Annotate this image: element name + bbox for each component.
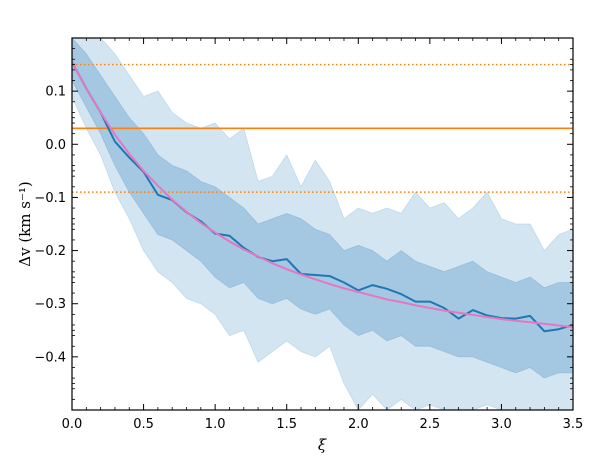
- x-tick-label: 1.5: [276, 417, 297, 432]
- x-tick-label: 2.0: [348, 417, 369, 432]
- x-tick-labels: 0.0 0.5 1.0 1.5 2.0 2.5 3.0 3.5: [62, 417, 584, 432]
- series-line-model: [72, 61, 573, 329]
- y-tick-label: 0.0: [45, 138, 66, 153]
- y-tick-labels: 0.1 0.0 −0.1 −0.2 −0.3 −0.4: [34, 85, 66, 366]
- x-tick-label: 2.5: [420, 417, 441, 432]
- x-tick-label: 1.0: [205, 417, 226, 432]
- bands-layer: [72, 38, 573, 410]
- y-tick-label: 0.1: [45, 85, 66, 100]
- y-tick-label: −0.3: [34, 297, 66, 312]
- ticks-layer: [71, 38, 574, 410]
- x-tick-label: 3.0: [491, 417, 512, 432]
- y-tick-label: −0.4: [34, 350, 66, 365]
- y-axis-label: Δv (km s⁻¹): [16, 181, 34, 267]
- reference-lines-layer: [72, 63, 573, 193]
- x-tick-label: 0.5: [133, 417, 154, 432]
- x-tick-label: 0.0: [62, 417, 83, 432]
- x-tick-label: 3.5: [563, 417, 584, 432]
- series-line-median: [72, 61, 573, 333]
- x-axis-label: ξ: [318, 436, 327, 454]
- y-tick-label: −0.1: [34, 191, 66, 206]
- y-tick-label: −0.2: [34, 244, 66, 259]
- band-inner: [72, 38, 573, 379]
- series-lines-layer: [72, 61, 573, 333]
